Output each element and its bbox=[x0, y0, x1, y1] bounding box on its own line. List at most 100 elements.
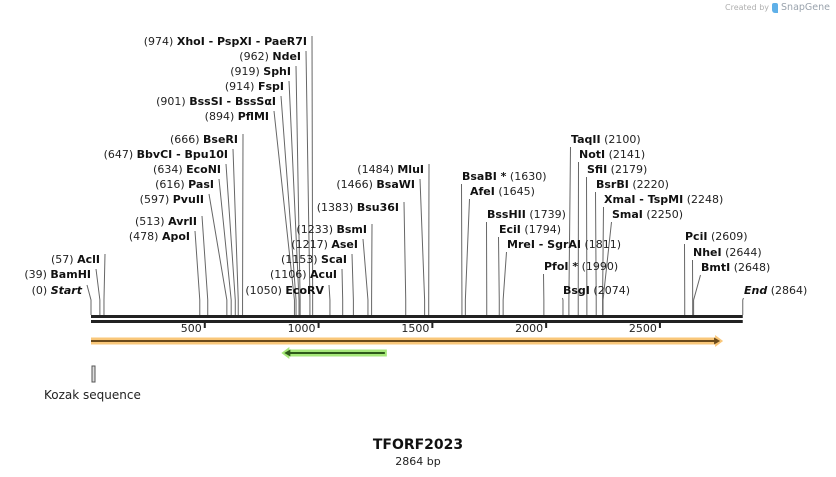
cut-site-label[interactable]: (616) PasI bbox=[155, 178, 214, 191]
cut-site-position: (478) bbox=[129, 230, 162, 243]
cut-site-label[interactable]: PfoI * (1990) bbox=[544, 260, 618, 273]
cut-site-position: (2100) bbox=[601, 133, 641, 146]
cut-site-position: (2179) bbox=[607, 163, 647, 176]
cut-site-line bbox=[362, 238, 369, 315]
kozak-feature-icon[interactable] bbox=[91, 365, 96, 383]
enzyme-name: NdeI bbox=[272, 50, 301, 63]
enzyme-name: - Bpu10I bbox=[172, 148, 228, 161]
cut-site-label[interactable]: TaqII (2100) bbox=[571, 133, 641, 146]
enzyme-name: - PaeR7I bbox=[252, 35, 307, 48]
cut-site-label[interactable]: End (2864) bbox=[744, 284, 807, 297]
enzyme-name: ApoI bbox=[162, 230, 190, 243]
cut-site-label[interactable]: (634) EcoNI bbox=[153, 163, 221, 176]
cut-site-position: (2074) bbox=[590, 284, 630, 297]
cut-site-position: (1217) bbox=[291, 238, 331, 251]
cut-site-line bbox=[351, 253, 354, 315]
cut-site-label[interactable]: (962) NdeI bbox=[239, 50, 301, 63]
cut-site-label[interactable]: (597) PvuII bbox=[140, 193, 204, 206]
enzyme-name: EcoNI bbox=[186, 163, 221, 176]
cut-site-line bbox=[595, 191, 597, 315]
cut-site-label[interactable]: BssHII (1739) bbox=[487, 208, 566, 221]
cut-site-label[interactable]: BsgI (2074) bbox=[563, 284, 630, 297]
cut-site-label[interactable]: (901) BssSI - BssSαI bbox=[156, 95, 276, 108]
cut-site-label[interactable]: (647) BbvCI - Bpu10I bbox=[104, 148, 228, 161]
cut-site-label[interactable]: (1466) BsaWI bbox=[336, 178, 415, 191]
cut-site-line bbox=[305, 50, 311, 315]
cut-site-position: (901) bbox=[156, 95, 189, 108]
enzyme-name: AcuI bbox=[310, 268, 337, 281]
sequence-map: (974) XhoI - PspXI - PaeR7I (962) NdeI (91… bbox=[24, 35, 807, 383]
cut-site-label[interactable]: (513) AvrII bbox=[135, 215, 197, 228]
cut-site-line bbox=[218, 178, 232, 315]
cut-site-line bbox=[295, 65, 301, 315]
cut-site-label[interactable]: (894) PflMI bbox=[205, 110, 269, 123]
tick-mark bbox=[545, 322, 548, 328]
enzyme-name: BsgI bbox=[563, 284, 590, 297]
enzyme-name: AclI bbox=[77, 253, 100, 266]
cut-site-label[interactable]: NheI (2644) bbox=[693, 246, 762, 259]
cut-site-label[interactable]: XmaI - TspMI (2248) bbox=[604, 193, 723, 206]
snapgene-credit: Created by SnapGene bbox=[725, 2, 830, 13]
cut-site-line bbox=[341, 268, 344, 315]
enzyme-name: NotI bbox=[579, 148, 605, 161]
enzyme-name: PvuII bbox=[173, 193, 204, 206]
cut-site-label[interactable]: (478) ApoI bbox=[129, 230, 190, 243]
cut-site-label[interactable]: (1383) Bsu36I bbox=[317, 201, 399, 214]
kozak-label[interactable]: Kozak sequence bbox=[44, 388, 141, 402]
cut-site-label[interactable]: (974) XhoI - PspXI - PaeR7I bbox=[144, 35, 307, 48]
cut-site-position: (666) bbox=[170, 133, 203, 146]
cut-site-position: (1466) bbox=[336, 178, 376, 191]
cut-site-position: (2609) bbox=[707, 230, 747, 243]
orf-reverse-arrow[interactable] bbox=[281, 347, 387, 359]
cut-site-position: (1383) bbox=[317, 201, 357, 214]
cut-site-position: (616) bbox=[155, 178, 188, 191]
enzyme-name: - BssSαI bbox=[223, 95, 276, 108]
cut-site-label[interactable]: (1106) AcuI bbox=[270, 268, 337, 281]
cut-site-label[interactable]: NotI (2141) bbox=[579, 148, 645, 161]
cut-site-label[interactable]: (1050) EcoRV bbox=[245, 284, 324, 297]
cut-site-label[interactable]: (666) BseRI bbox=[170, 133, 238, 146]
cut-site-label[interactable]: BsrBI (2220) bbox=[596, 178, 669, 191]
cut-site-label[interactable]: (0) Start bbox=[32, 284, 83, 297]
cut-site-position: (914) bbox=[225, 80, 258, 93]
enzyme-name: NheI bbox=[693, 246, 722, 259]
enzyme-name: SfiI bbox=[587, 163, 607, 176]
cut-site-position: (1811) bbox=[581, 238, 621, 251]
enzyme-name: BssSI bbox=[189, 95, 223, 108]
cut-site-label[interactable]: (1484) MluI bbox=[357, 163, 424, 176]
cut-site-label[interactable]: (1153) ScaI bbox=[281, 253, 347, 266]
cut-site-label[interactable]: (39) BamHI bbox=[24, 268, 91, 281]
enzyme-name: PciI bbox=[685, 230, 707, 243]
cut-site-line bbox=[498, 236, 500, 315]
cut-site-position: (1106) bbox=[270, 268, 310, 281]
enzyme-name: PflMI bbox=[238, 110, 269, 123]
cut-site-label[interactable]: (1217) AseI bbox=[291, 238, 358, 251]
cut-site-line bbox=[403, 201, 407, 315]
cut-site-label[interactable]: BsaBI * (1630) bbox=[462, 170, 547, 183]
enzyme-name: AfeI bbox=[470, 185, 495, 198]
cut-site-label[interactable]: (919) SphI bbox=[230, 65, 291, 78]
cut-site-label[interactable]: EciI (1794) bbox=[499, 223, 561, 236]
enzyme-name: SmaI bbox=[612, 208, 643, 221]
cut-site-label[interactable]: (57) AclI bbox=[51, 253, 100, 266]
enzyme-name: AvrII bbox=[168, 215, 197, 228]
cut-site-label[interactable]: (1233) BsmI bbox=[296, 223, 367, 236]
cut-site-label[interactable]: BmtI (2648) bbox=[701, 261, 770, 274]
cut-site-labels: (974) XhoI - PspXI - PaeR7I (962) NdeI (91… bbox=[24, 35, 807, 297]
tick-label: 1000 bbox=[288, 322, 316, 335]
enzyme-name: BssHII bbox=[487, 208, 526, 221]
ruler-ticks: 500 1000 1500 2000 2500 bbox=[181, 322, 661, 335]
cut-site-label[interactable]: SfiI (2179) bbox=[587, 163, 647, 176]
map-length: 2864 bp bbox=[395, 455, 441, 468]
orf-forward-arrow[interactable] bbox=[91, 335, 724, 347]
cut-site-position: (634) bbox=[153, 163, 186, 176]
cut-site-label[interactable]: AfeI (1645) bbox=[470, 185, 535, 198]
cut-site-lines bbox=[86, 35, 744, 315]
cut-site-label[interactable]: SmaI (2250) bbox=[612, 208, 683, 221]
cut-site-label[interactable]: (914) FspI bbox=[225, 80, 284, 93]
cut-site-label[interactable]: PciI (2609) bbox=[685, 230, 748, 243]
enzyme-name: XmaI bbox=[604, 193, 635, 206]
enzyme-name: EcoRV bbox=[285, 284, 324, 297]
cut-site-label[interactable]: MreI - SgrAI (1811) bbox=[507, 238, 621, 251]
enzyme-name: PasI bbox=[188, 178, 214, 191]
